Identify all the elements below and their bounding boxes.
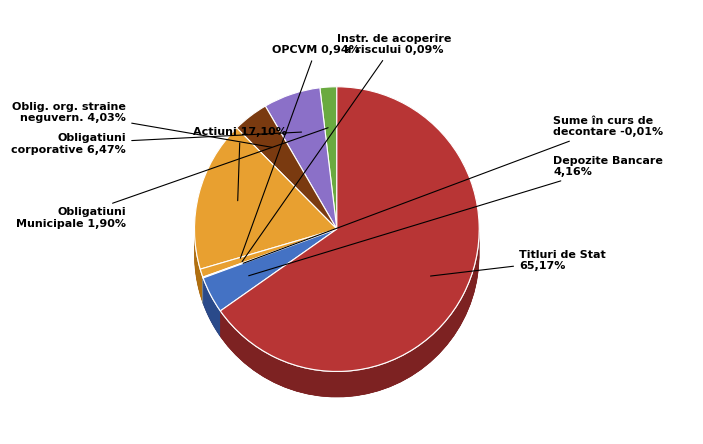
Text: Obligatiuni
corporative 6,47%: Obligatiuni corporative 6,47% xyxy=(11,132,302,155)
Wedge shape xyxy=(220,87,479,372)
Text: Depozite Bancare
4,16%: Depozite Bancare 4,16% xyxy=(249,156,663,276)
Wedge shape xyxy=(237,106,337,229)
Wedge shape xyxy=(200,229,337,277)
Wedge shape xyxy=(203,229,337,278)
Polygon shape xyxy=(195,232,200,295)
Polygon shape xyxy=(195,229,479,397)
Polygon shape xyxy=(203,278,220,337)
Wedge shape xyxy=(265,88,337,229)
Wedge shape xyxy=(203,229,337,311)
Text: OPCVM 0,94%: OPCVM 0,94% xyxy=(240,45,359,258)
Polygon shape xyxy=(220,232,479,397)
Polygon shape xyxy=(200,269,203,303)
Wedge shape xyxy=(320,87,337,229)
Wedge shape xyxy=(195,128,337,269)
Polygon shape xyxy=(220,232,479,397)
Wedge shape xyxy=(200,229,337,277)
Polygon shape xyxy=(200,269,203,303)
Wedge shape xyxy=(203,229,337,278)
Text: Obligatiuni
Municipale 1,90%: Obligatiuni Municipale 1,90% xyxy=(16,128,328,229)
Wedge shape xyxy=(203,229,337,278)
Text: Titluri de Stat
65,17%: Titluri de Stat 65,17% xyxy=(430,250,606,276)
Wedge shape xyxy=(195,128,337,269)
Wedge shape xyxy=(320,87,337,229)
Wedge shape xyxy=(220,87,479,372)
Wedge shape xyxy=(237,106,337,229)
Polygon shape xyxy=(203,278,220,337)
Polygon shape xyxy=(195,232,200,295)
Text: Actiuni 17,10%: Actiuni 17,10% xyxy=(193,127,287,201)
Wedge shape xyxy=(265,88,337,229)
Wedge shape xyxy=(203,229,337,311)
Text: Instr. de acoperire
a riscului 0,09%: Instr. de acoperire a riscului 0,09% xyxy=(242,34,451,262)
Text: Sume în curs de
decontare -0,01%: Sume în curs de decontare -0,01% xyxy=(243,116,664,263)
Text: Oblig. org. straine
neguvern. 4,03%: Oblig. org. straine neguvern. 4,03% xyxy=(13,102,272,147)
Wedge shape xyxy=(203,229,337,278)
